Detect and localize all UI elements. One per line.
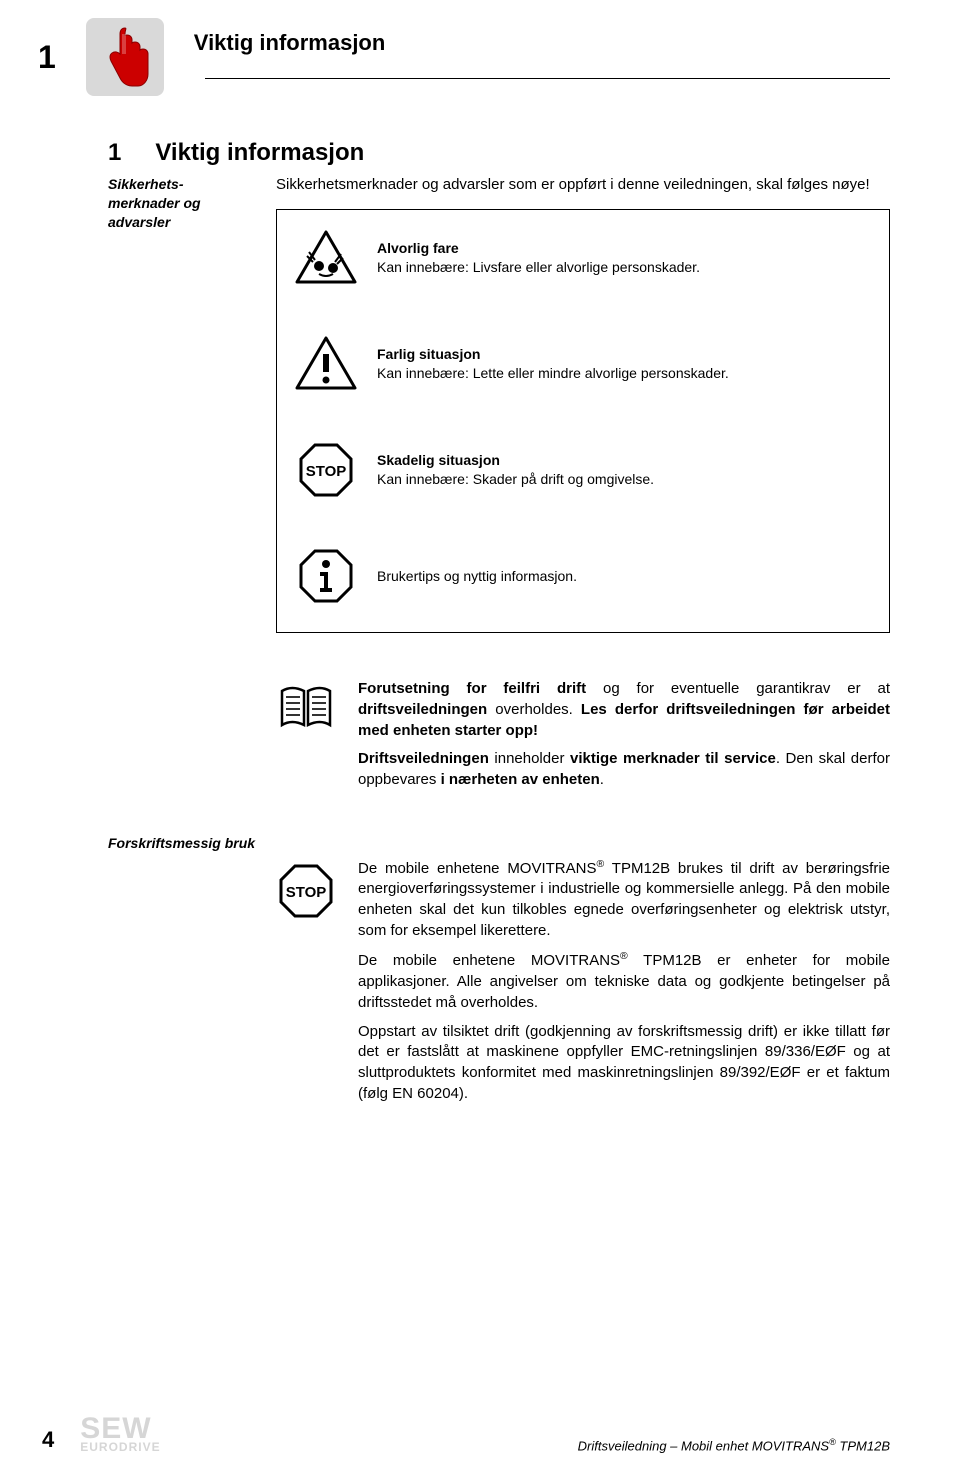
caution-triangle-icon	[295, 336, 357, 392]
manual-note-p2: Driftsveiledningen inneholder viktige me…	[358, 749, 890, 790]
warning-title: Farlig situasjon	[377, 345, 871, 364]
book-icon	[276, 679, 336, 798]
header-title: Viktig informasjon	[194, 18, 960, 56]
warning-row-info: Brukertips og nyttig informasjon.	[295, 548, 871, 604]
hand-pointing-icon	[96, 24, 154, 90]
usage-body: De mobile enhetene MOVITRANS® TPM12B bru…	[358, 857, 890, 1113]
sidebar-label: Sikkerhets-merknader og advarsler	[108, 175, 254, 835]
warning-row-caution: Farlig situasjon Kan innebære: Lette ell…	[295, 336, 871, 392]
warning-title: Skadelig situasjon	[377, 451, 871, 470]
page-number: 4	[42, 1427, 54, 1453]
usage-p1: De mobile enhetene MOVITRANS® TPM12B bru…	[358, 857, 890, 942]
manual-note-body: Forutsetning for feilfri drift og for ev…	[358, 679, 890, 798]
chapter-number: 1	[38, 39, 56, 76]
footer-logo: SEW EURODRIVE	[80, 1415, 160, 1453]
svg-text:STOP: STOP	[286, 884, 327, 901]
warning-desc: Kan innebære: Skader på drift og omgivel…	[377, 470, 871, 489]
warning-text: Alvorlig fare Kan innebære: Livsfare ell…	[377, 239, 871, 277]
content-area: 1 Viktig informasjon Sikkerhets-merknade…	[0, 79, 960, 1112]
warning-row-stop: STOP Skadelig situasjon Kan innebære: Sk…	[295, 442, 871, 498]
manual-note-row: Forutsetning for feilfri drift og for ev…	[276, 679, 890, 798]
usage-heading: Forskriftsmessig bruk	[108, 835, 890, 851]
warning-row-danger: Alvorlig fare Kan innebære: Livsfare ell…	[295, 230, 871, 286]
manual-note-p1: Forutsetning for feilfri drift og for ev…	[358, 679, 890, 741]
usage-p2: De mobile enhetene MOVITRANS® TPM12B er …	[358, 949, 890, 1013]
usage-section: Forskriftsmessig bruk STOP De mobile enh…	[108, 835, 890, 1113]
page-footer: 4 SEW EURODRIVE Driftsveiledning – Mobil…	[0, 1415, 960, 1453]
warning-title: Alvorlig fare	[377, 239, 871, 258]
info-octagon-icon	[295, 548, 357, 604]
safety-notes-block: Sikkerhets-merknader og advarsler Sikker…	[108, 175, 890, 835]
warning-text: Skadelig situasjon Kan innebære: Skader …	[377, 451, 871, 489]
footer-doc-title: Driftsveiledning – Mobil enhet MOVITRANS…	[578, 1437, 890, 1453]
warning-text: Brukertips og nyttig informasjon.	[377, 567, 871, 586]
intro-paragraph: Sikkerhetsmerknader og advarsler som er …	[276, 175, 890, 195]
header-icon	[86, 18, 164, 96]
section-heading-row: 1 Viktig informasjon	[108, 139, 890, 167]
stop-octagon-icon: STOP	[276, 857, 336, 1113]
warnings-box: Alvorlig fare Kan innebære: Livsfare ell…	[276, 209, 890, 633]
warning-text: Farlig situasjon Kan innebære: Lette ell…	[377, 345, 871, 383]
section-number: 1	[108, 139, 121, 167]
stop-octagon-icon: STOP	[295, 442, 357, 498]
warning-desc: Brukertips og nyttig informasjon.	[377, 567, 871, 586]
warning-desc: Kan innebære: Lette eller mindre alvorli…	[377, 364, 871, 383]
logo-text-bottom: EURODRIVE	[80, 1442, 160, 1453]
logo-text-top: SEW	[80, 1415, 160, 1442]
usage-p3: Oppstart av tilsiktet drift (godkjenning…	[358, 1022, 890, 1105]
danger-triangle-icon	[295, 230, 357, 286]
warning-desc: Kan innebære: Livsfare eller alvorlige p…	[377, 258, 871, 277]
section-title: Viktig informasjon	[155, 139, 364, 167]
safety-notes-body: Sikkerhetsmerknader og advarsler som er …	[276, 175, 890, 835]
svg-text:STOP: STOP	[306, 463, 347, 480]
